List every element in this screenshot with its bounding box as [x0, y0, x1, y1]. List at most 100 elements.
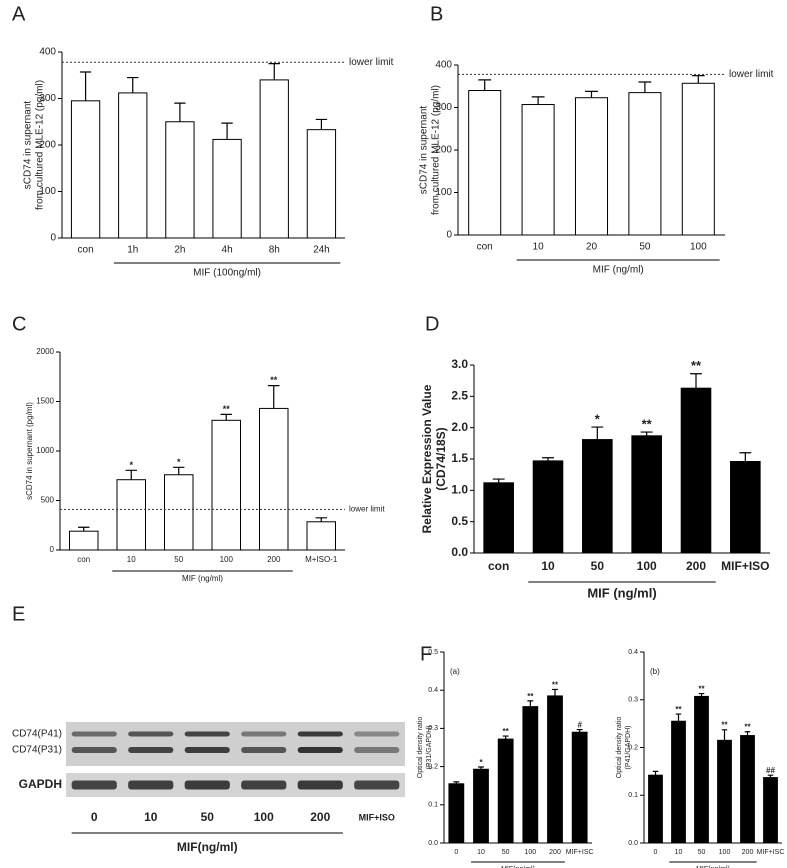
bar: [740, 735, 755, 844]
bar: [211, 419, 241, 551]
x-tick-label: con: [78, 245, 94, 256]
bar: [70, 100, 101, 239]
x-tick-label: 1h: [127, 245, 138, 256]
y-tick-label: 0.2: [628, 744, 638, 751]
blot-band: [71, 731, 117, 737]
blot-band: [297, 780, 343, 790]
error-bar: [640, 431, 653, 436]
y-tick-label: 100: [435, 187, 452, 198]
y-axis-label: (CD74/18S): [434, 427, 448, 490]
reference-label: lower limit: [349, 57, 394, 68]
error-bar: [268, 385, 280, 409]
error-bar: [691, 75, 705, 84]
error-bar: [552, 688, 558, 696]
error-bar: [79, 71, 92, 101]
y-tick-label: 100: [39, 186, 56, 197]
error-bar: [174, 102, 186, 122]
significance-label: ##: [766, 766, 775, 775]
bar: [165, 121, 195, 239]
error-bar: [315, 118, 328, 130]
bar: [571, 731, 588, 844]
bar: [671, 720, 686, 844]
panel-label: C: [12, 313, 26, 335]
x-tick-label: 10: [127, 555, 136, 564]
significance-label: **: [721, 721, 728, 730]
group-label: MIF (ng/ml): [593, 265, 644, 276]
y-tick-label: 400: [435, 60, 452, 71]
y-tick-label: 1000: [36, 446, 54, 455]
significance-label: **: [698, 684, 705, 693]
bar: [582, 439, 613, 554]
blot-band: [354, 731, 400, 737]
y-tick-label: 0.5: [451, 514, 468, 528]
reference-label: lower limit: [729, 69, 774, 80]
x-tick-label: con: [488, 559, 509, 573]
error-bar: [739, 452, 752, 462]
error-bar: [173, 466, 185, 475]
x-tick-label: 0: [654, 849, 658, 856]
y-tick-label: 200: [435, 145, 452, 156]
subtitle: (b): [650, 667, 660, 676]
y-tick-label: 0: [50, 545, 55, 554]
blot-band: [297, 731, 343, 737]
error-bar: [690, 373, 702, 389]
group-label: MIF(ng/ml): [501, 866, 535, 868]
blot-band: [184, 780, 230, 790]
group-label: MIF(ng/ml): [696, 866, 730, 868]
bar: [212, 138, 242, 239]
x-tick-label: 50: [591, 559, 605, 573]
bar: [681, 82, 715, 236]
group-label: MIF(ng/ml): [177, 840, 238, 854]
y-tick-label: 1.0: [451, 483, 468, 497]
reference-label: lower limit: [349, 505, 385, 514]
error-bar: [315, 517, 327, 522]
y-tick-label: 200: [39, 140, 56, 151]
x-tick-label: 8h: [269, 245, 280, 256]
blot-band: [297, 747, 343, 753]
lane-label: 200: [310, 810, 330, 824]
row-label: CD74(P41): [12, 729, 62, 740]
bar: [483, 482, 514, 554]
bar: [522, 706, 539, 844]
bar: [164, 474, 194, 551]
lane-label: 0: [91, 810, 98, 824]
y-tick-label: 2000: [36, 347, 54, 356]
y-tick-label: 0.3: [428, 725, 438, 732]
y-axis-label: from cultured MLE-12 (pg/ml): [431, 85, 442, 215]
y-tick-label: 3.0: [451, 357, 468, 371]
blot-band: [354, 780, 400, 790]
y-axis-label: sCD74 in supernant: [23, 101, 34, 190]
blot-band: [128, 731, 174, 737]
x-tick-label: MIF+ISC: [566, 849, 594, 856]
x-tick-label: 10: [533, 242, 545, 253]
blot-band: [241, 747, 287, 753]
x-tick-label: 100: [637, 559, 657, 573]
significance-label: **: [503, 727, 510, 736]
x-tick-label: 10: [541, 559, 555, 573]
y-axis-label: Optical density ratio: [417, 717, 424, 779]
x-tick-label: 200: [267, 555, 281, 564]
x-tick-label: con: [77, 555, 90, 564]
group-label: MIF (100ng/ml): [193, 268, 261, 279]
bar: [69, 530, 99, 551]
y-axis-label: sCD74 in supernant (pg/ml): [25, 402, 34, 500]
y-tick-label: 500: [41, 496, 55, 505]
bar: [574, 97, 609, 236]
x-tick-label: 100: [220, 555, 234, 564]
y-tick-label: 300: [435, 102, 452, 113]
significance-label: *: [177, 457, 181, 467]
panel-label: B: [430, 3, 443, 25]
error-bar: [638, 81, 652, 93]
group-label: MIF (ng/ml): [182, 574, 223, 583]
error-bar: [698, 692, 705, 697]
bar: [306, 129, 337, 239]
x-tick-label: 200: [686, 559, 706, 573]
x-tick-label: 200: [549, 849, 561, 856]
blot-band: [184, 747, 230, 753]
bar: [259, 79, 289, 239]
bar: [648, 774, 663, 844]
y-tick-label: 0.0: [628, 840, 638, 847]
y-axis-label: Optical density ratio: [616, 717, 623, 779]
y-tick-label: 2.0: [451, 420, 468, 434]
bar: [468, 90, 502, 236]
